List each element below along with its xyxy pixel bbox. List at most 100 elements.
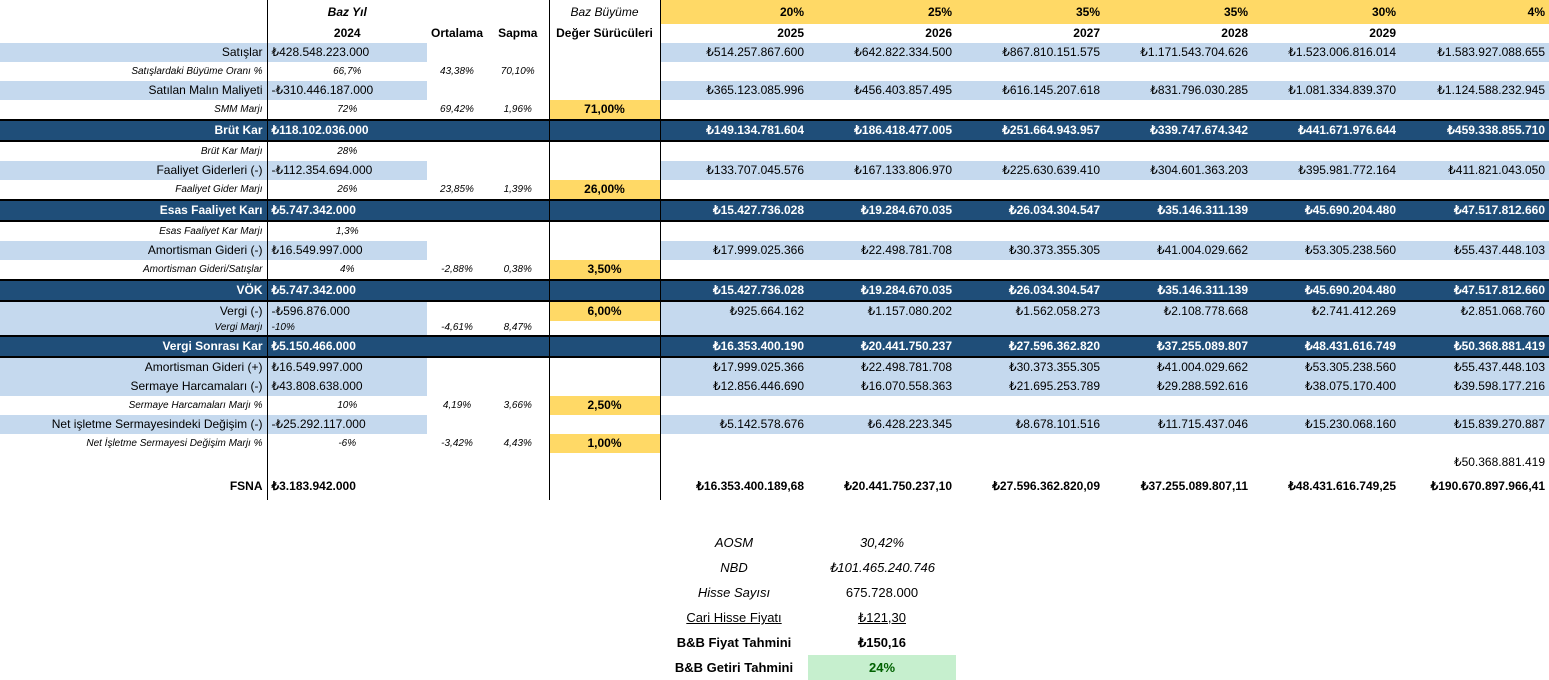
average-value[interactable] [427, 161, 487, 180]
average-value[interactable]: 69,42% [440, 104, 474, 115]
value-driver[interactable] [549, 357, 661, 377]
value-driver[interactable] [549, 161, 661, 180]
projection-terminal[interactable]: ₺55.437.448.103 [1400, 241, 1549, 260]
row-label[interactable]: Sermaye Harcamaları Marjı % [0, 396, 268, 415]
base-year-value[interactable]: -₺310.446.187.000 [267, 81, 427, 100]
projection-terminal[interactable]: ₺39.598.177.216 [1400, 377, 1549, 396]
projection-2025[interactable]: ₺12.856.446.690 [660, 377, 808, 396]
row-label[interactable]: Esas Faaliyet Kar Marjı [0, 221, 268, 241]
base-year-value[interactable]: 10% [337, 400, 358, 411]
projection-2025[interactable]: ₺16.353.400.190 [660, 335, 808, 358]
deviation-value[interactable] [487, 43, 550, 62]
projection-2027[interactable] [956, 260, 1104, 280]
projection-2026[interactable]: ₺19.284.670.035 [808, 279, 956, 302]
row-label[interactable]: Amortisman Gideri/Satışlar [0, 260, 268, 280]
base-year-value[interactable]: ₺118.102.036.000 [267, 119, 427, 142]
average-value[interactable] [427, 43, 487, 62]
base-year-value[interactable]: ₺43.808.638.000 [267, 377, 427, 396]
projection-2026[interactable] [808, 62, 956, 81]
value-drivers-header[interactable]: Değer Sürücüleri [549, 24, 661, 43]
projection-2025[interactable]: ₺149.134.781.604 [660, 119, 808, 142]
row-label[interactable] [0, 453, 268, 472]
average-value[interactable]: 43,38% [440, 66, 474, 77]
average-value[interactable]: -3,42% [441, 438, 473, 449]
projection-terminal[interactable] [1400, 260, 1549, 280]
projection-2029[interactable]: ₺441.671.976.644 [1252, 119, 1400, 142]
projection-2026[interactable] [808, 260, 956, 280]
value-driver[interactable] [549, 241, 661, 260]
value-driver[interactable] [549, 199, 661, 222]
value-driver[interactable]: 2,50% [549, 396, 661, 415]
growth-rate-terminal[interactable]: 4% [1400, 0, 1549, 24]
projection-2026[interactable]: ₺6.428.223.345 [808, 415, 956, 434]
row-label[interactable]: Net İşletme Sermayesi Değişim Marjı % [0, 434, 268, 453]
value-driver[interactable] [549, 335, 661, 358]
value-driver[interactable] [549, 119, 661, 142]
projection-terminal[interactable]: ₺47.517.812.660 [1400, 279, 1549, 302]
average-value[interactable] [427, 301, 487, 321]
projection-2028[interactable] [1104, 141, 1252, 161]
deviation-value[interactable] [487, 453, 550, 472]
projection-2027[interactable]: ₺21.695.253.789 [956, 377, 1104, 396]
projection-2028[interactable] [1104, 396, 1252, 415]
expected-return-value[interactable]: 24% [808, 655, 956, 680]
projection-terminal[interactable]: ₺55.437.448.103 [1400, 357, 1549, 377]
value-driver[interactable] [549, 221, 661, 241]
growth-rate-2028[interactable]: 35% [1104, 0, 1252, 24]
base-year-value[interactable] [267, 453, 427, 472]
average-value[interactable]: -4,61% [441, 322, 473, 333]
row-label[interactable]: Brüt Kar Marjı [0, 141, 268, 161]
row-label[interactable]: Faaliyet Gider Marjı [0, 180, 268, 200]
row-label[interactable]: Amortisman Gideri (-) [0, 241, 268, 260]
base-year-value[interactable]: -10% [267, 321, 427, 336]
average-value[interactable] [427, 335, 487, 358]
projection-2026[interactable]: ₺20.441.750.237,10 [844, 479, 952, 493]
base-year-value[interactable]: ₺5.747.342.000 [267, 279, 427, 302]
base-year-value[interactable]: ₺428.548.223.000 [267, 43, 427, 62]
projection-2027[interactable] [956, 453, 1104, 472]
projection-2025[interactable]: ₺16.353.400.189,68 [696, 479, 804, 493]
projection-terminal[interactable] [1400, 396, 1549, 415]
projection-2028[interactable]: ₺1.171.543.704.626 [1104, 43, 1252, 62]
row-label[interactable]: Amortisman Gideri (+) [0, 357, 268, 377]
projection-2026[interactable] [808, 396, 956, 415]
projection-2025[interactable] [660, 434, 808, 453]
current-price-value[interactable]: ₺121,30 [857, 609, 907, 625]
average-value[interactable] [427, 453, 487, 472]
cell-blank[interactable] [487, 0, 550, 24]
base-year-value[interactable]: ₺3.183.942.000 [271, 479, 356, 493]
base-year-label[interactable]: Baz Yıl [327, 5, 367, 19]
projection-terminal[interactable] [1400, 141, 1549, 161]
projection-2025[interactable]: ₺133.707.045.576 [660, 161, 808, 180]
projection-2028[interactable] [1104, 434, 1252, 453]
deviation-value[interactable] [487, 81, 550, 100]
year-terminal[interactable] [1400, 24, 1549, 43]
projection-2027[interactable]: ₺26.034.304.547 [956, 279, 1104, 302]
deviation-value[interactable] [487, 335, 550, 358]
projection-terminal[interactable]: ₺2.851.068.760 [1400, 301, 1549, 321]
average-value[interactable] [427, 221, 487, 241]
projection-2028[interactable]: ₺2.108.778.668 [1104, 301, 1252, 321]
average-value[interactable] [427, 377, 487, 396]
projection-terminal[interactable]: ₺50.368.881.419 [1453, 455, 1545, 469]
projection-2027[interactable] [956, 396, 1104, 415]
projection-terminal[interactable] [1400, 321, 1549, 336]
projection-2025[interactable]: ₺17.999.025.366 [660, 357, 808, 377]
projection-2026[interactable] [808, 321, 956, 336]
row-label[interactable]: Vergi (-) [0, 301, 268, 321]
projection-2026[interactable] [808, 180, 956, 200]
projection-2027[interactable] [956, 62, 1104, 81]
value-driver[interactable] [549, 81, 661, 100]
average-value[interactable] [427, 81, 487, 100]
base-year[interactable]: 2024 [333, 26, 361, 40]
projection-2025[interactable] [660, 62, 808, 81]
projection-2025[interactable]: ₺514.257.867.600 [660, 43, 808, 62]
average-value[interactable] [427, 415, 487, 434]
projection-2029[interactable]: ₺48.431.616.749,25 [1288, 479, 1396, 493]
value-driver[interactable] [549, 453, 661, 472]
value-driver[interactable] [549, 415, 661, 434]
base-year-value[interactable]: 26% [337, 184, 358, 195]
projection-2027[interactable] [956, 321, 1104, 336]
value-driver[interactable] [549, 43, 661, 62]
projection-2025[interactable] [660, 221, 808, 241]
